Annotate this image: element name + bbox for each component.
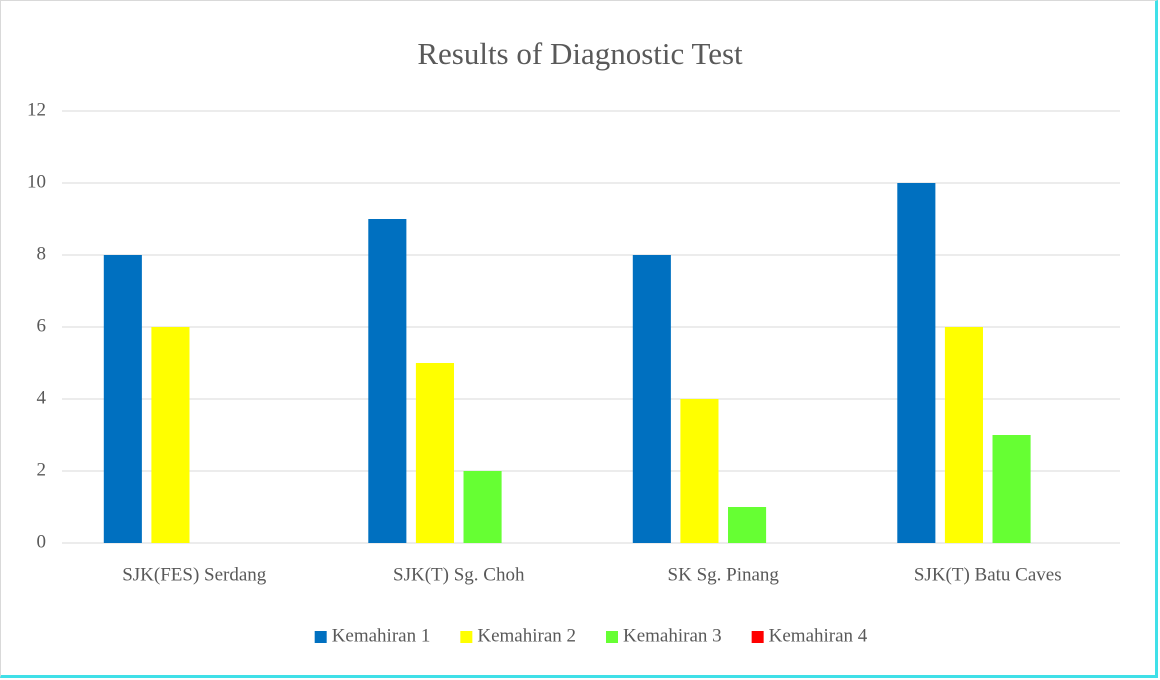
legend-label: Kemahiran 2 <box>477 625 576 646</box>
bar <box>728 507 767 543</box>
legend-swatch <box>751 631 764 643</box>
y-tick-label: 6 <box>37 315 47 336</box>
x-tick-label: SJK(T) Batu Caves <box>914 564 1062 585</box>
bar <box>103 255 142 543</box>
legend-swatch <box>606 631 618 643</box>
x-tick-label: SJK(T) Sg. Choh <box>393 564 525 585</box>
x-tick-label: SK Sg. Pinang <box>668 564 780 585</box>
legend-swatch <box>314 631 327 643</box>
y-tick-label: 8 <box>37 243 47 264</box>
bar <box>368 219 407 543</box>
bar <box>992 435 1031 543</box>
x-tick-label: SJK(FES) Serdang <box>122 564 267 585</box>
bar <box>415 363 454 543</box>
bar <box>897 183 936 543</box>
y-tick-label: 4 <box>37 387 47 408</box>
legend-label: Kemahiran 4 <box>769 625 868 646</box>
y-tick-label: 0 <box>37 531 47 552</box>
y-tick-label: 10 <box>27 171 46 192</box>
bar <box>944 327 983 543</box>
bar <box>151 327 190 543</box>
legend-label: Kemahiran 3 <box>623 625 722 646</box>
legend-label: Kemahiran 1 <box>332 625 431 646</box>
y-tick-label: 2 <box>37 459 47 480</box>
bar <box>632 255 671 543</box>
bar <box>680 399 719 543</box>
chart-title: Results of Diagnostic Test <box>417 36 743 71</box>
bar <box>463 471 502 543</box>
legend-swatch <box>460 631 473 643</box>
y-tick-label: 12 <box>27 99 46 120</box>
